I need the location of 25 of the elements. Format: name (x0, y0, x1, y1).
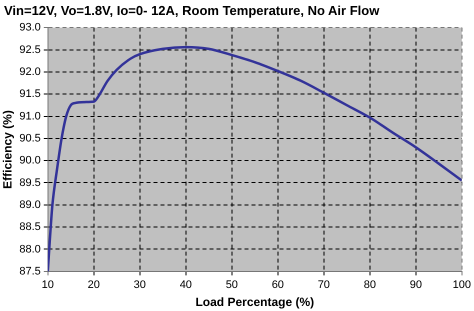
x-tick-label: 30 (134, 279, 146, 292)
y-tick-label: 91.5 (19, 88, 41, 100)
y-tick-label: 89.5 (19, 176, 41, 189)
y-tick-label: 89.0 (19, 198, 41, 211)
x-tick-label: 80 (364, 279, 376, 292)
x-tick-label: 100 (452, 279, 472, 292)
y-tick-label: 92.5 (19, 44, 41, 56)
y-tick-label: 90.0 (19, 154, 41, 167)
x-tick-label: 20 (88, 279, 100, 292)
y-tick-label: 90.5 (19, 132, 41, 144)
y-tick-label: 88.5 (19, 221, 41, 234)
y-tick-label: 88.0 (19, 243, 41, 256)
y-tick-label: 92.0 (19, 66, 41, 78)
x-axis-title: Load Percentage (%) (195, 295, 314, 310)
y-tick-label: 87.5 (19, 265, 41, 278)
chart-title: Vin=12V, Vo=1.8V, Io=0- 12A, Room Temperature, No Air Flow (4, 3, 380, 18)
x-tick-label: 40 (180, 279, 192, 292)
y-tick-label: 91.0 (19, 110, 41, 122)
y-axis-title: Efficiency (%) (0, 110, 15, 189)
y-tick-label: 93.0 (19, 22, 41, 34)
x-tick-label: 60 (272, 279, 284, 292)
x-tick-label: 70 (318, 279, 330, 292)
x-tick-label: 50 (226, 279, 238, 292)
x-tick-label: 10 (42, 279, 54, 292)
x-tick-label: 90 (410, 279, 422, 292)
